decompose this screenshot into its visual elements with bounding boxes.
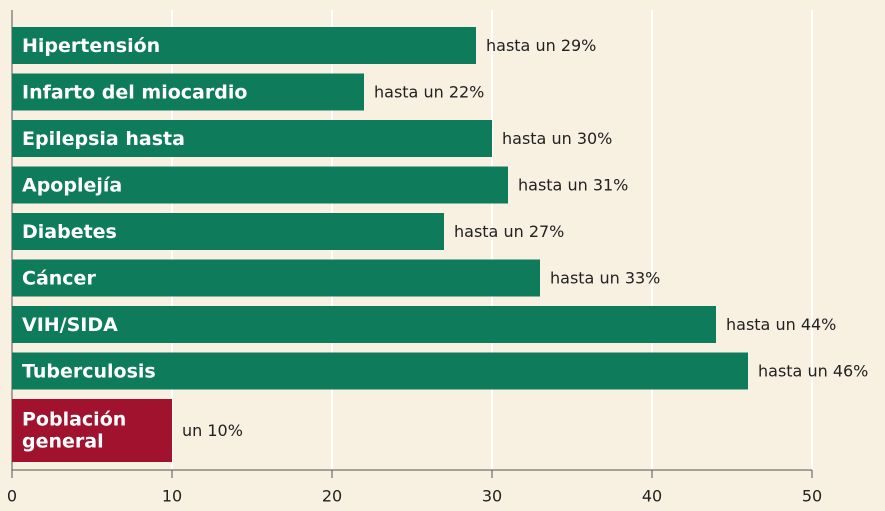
category-label: Cáncer (22, 268, 96, 290)
x-tick-label: 10 (162, 487, 182, 506)
x-tick-label: 30 (482, 487, 502, 506)
value-label: hasta un 29% (486, 36, 596, 55)
value-label: hasta un 22% (374, 83, 484, 102)
category-label: Diabetes (22, 221, 117, 243)
x-tick-label: 0 (7, 487, 17, 506)
bar (12, 73, 364, 111)
bar (12, 306, 716, 343)
value-label: hasta un 27% (454, 222, 564, 241)
x-tick-label: 20 (322, 487, 342, 506)
value-label: un 10% (182, 421, 243, 440)
bar (12, 213, 444, 250)
category-label: VIH/SIDA (22, 314, 118, 336)
value-label: hasta un 30% (502, 129, 612, 148)
category-label: Población general (22, 408, 126, 452)
bar (12, 166, 508, 204)
bar (12, 352, 748, 390)
bar (12, 399, 172, 462)
bar (12, 27, 476, 64)
category-label: Apoplejía (22, 175, 122, 197)
x-tick-label: 50 (802, 487, 822, 506)
value-label: hasta un 44% (726, 315, 836, 334)
category-label: Tuberculosis (22, 361, 156, 383)
bar (12, 120, 492, 157)
x-tick-label: 40 (642, 487, 662, 506)
category-label: Infarto del miocardio (22, 82, 247, 104)
value-label: hasta un 33% (550, 269, 660, 288)
value-label: hasta un 31% (518, 176, 628, 195)
category-label: Epilepsia hasta (22, 128, 185, 150)
category-label: Hipertensión (22, 35, 160, 57)
bar (12, 259, 540, 297)
value-label: hasta un 46% (758, 362, 868, 381)
